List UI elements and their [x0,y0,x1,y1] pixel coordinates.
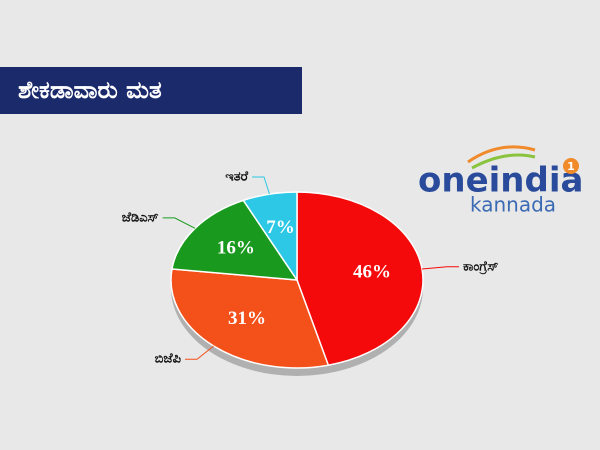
pie-slice [296,191,424,367]
logo-sub: kannada [470,193,556,217]
logo-name: oneindia [418,161,583,201]
value-label: 46% [353,262,391,283]
leader-line [185,345,214,360]
logo-arc [467,145,536,164]
value-label: 7% [266,217,295,238]
leader-line [162,217,196,229]
leader-line [421,266,460,270]
value-label: 31% [228,308,266,329]
chart-title: ಶೇಕಡಾವಾರು ಮತ [18,76,162,104]
category-label: ಕಾಂಗ್ರೆಸ್ [463,259,499,275]
category-label: ಬಿಜೆಪಿ [155,352,182,367]
leader-line [252,176,270,195]
pie-slice [171,199,299,281]
value-label: 16% [217,237,255,258]
title-banner [0,67,302,114]
category-label: ಜೆಡಿಎಸ್ [122,210,159,225]
logo-badge [563,158,579,174]
logo-badge-text: 1 [567,160,575,173]
pie-slice [170,268,330,369]
category-label: ಇತರೆ [225,169,248,184]
logo-arc [471,153,536,170]
logo: oneindia kannada 1 [418,145,583,217]
